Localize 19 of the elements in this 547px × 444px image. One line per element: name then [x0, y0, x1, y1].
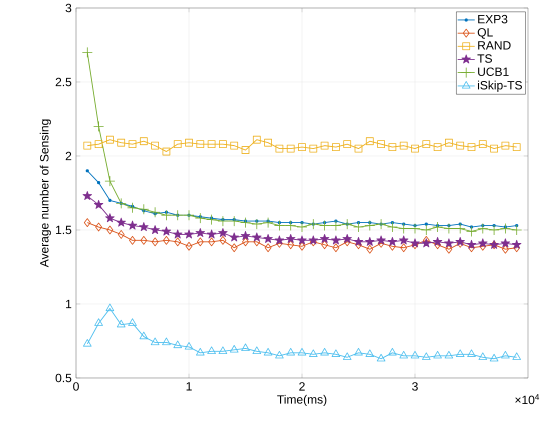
y-tick-label: 1.5	[56, 226, 72, 234]
x-tick-label: 2	[299, 382, 305, 391]
x-tick-label: 0	[73, 382, 79, 391]
legend-label: UCB1	[478, 67, 509, 76]
legend-label: RAND	[478, 41, 511, 50]
legend-label: EXP3	[478, 14, 508, 24]
x-tick-label: 3	[412, 382, 418, 391]
text: ×10$^{4}$	[515, 394, 540, 404]
x-axis-title: Time(ms)	[277, 394, 326, 406]
y-axis-title: Average number of Sensing	[40, 120, 51, 268]
legend-label: QL	[478, 28, 493, 39]
y-tick-label: 2	[66, 152, 72, 160]
y-tick-label: 1	[66, 300, 72, 308]
y-tick-label: 2.5	[56, 78, 72, 86]
x-tick-label: 1	[186, 382, 192, 390]
y-tick-label: 3	[66, 4, 72, 12]
legend-label: iSkip-TS	[478, 80, 522, 92]
y-tick-label: 0.5	[56, 374, 72, 382]
legend-label: TS	[477, 54, 492, 63]
